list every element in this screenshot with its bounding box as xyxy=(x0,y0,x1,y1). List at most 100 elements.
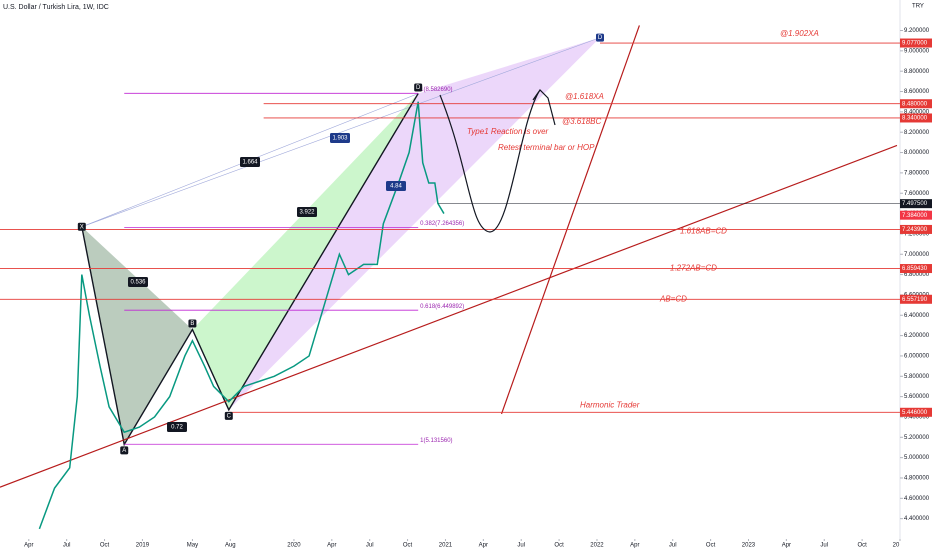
point-label: X xyxy=(80,224,84,230)
y-tick-label: 7.600000 xyxy=(904,191,930,197)
point-chip xyxy=(224,411,233,420)
y-tick-label: 9.200000 xyxy=(904,28,930,34)
y-tick-label: 6.800000 xyxy=(904,272,930,278)
x-tick-label: 2020 xyxy=(287,543,301,549)
trend-line xyxy=(500,25,640,415)
y-tick-label: 8.400000 xyxy=(904,109,930,115)
point-label: A xyxy=(122,448,126,454)
ratio-chip xyxy=(297,207,317,217)
level-chip-label: 7.243900 xyxy=(902,227,928,233)
level-name: @1.902XA xyxy=(780,29,819,38)
point-label: C xyxy=(227,413,232,419)
bcd-triangle xyxy=(192,93,419,410)
x-tick-label: Jul xyxy=(63,543,71,549)
ratio-label: 1.664 xyxy=(242,160,258,166)
ratio-label: 3.922 xyxy=(299,210,315,216)
x-tick-label: 20 xyxy=(893,543,900,549)
point-label: D xyxy=(598,35,603,41)
x-tick-label: Jul xyxy=(366,543,374,549)
currency: TRY xyxy=(912,4,924,10)
level-chip xyxy=(900,199,932,209)
x-tick-label: May xyxy=(187,543,198,549)
level-chip-label: 7.497500 xyxy=(902,201,928,207)
level-name: 1.618AB=CD xyxy=(680,227,727,236)
x-tick-label: Oct xyxy=(857,543,867,549)
layer: 4.400000 4.600000 4.800000 5.000000 5.200000… xyxy=(0,25,932,549)
x-tick-label: Oct xyxy=(706,543,716,549)
x-tick-label: Jul xyxy=(669,543,677,549)
level-chip xyxy=(900,113,932,123)
x-tick-label: 2022 xyxy=(590,543,604,549)
chart-title: U.S. Dollar / Turkish Lira, 1W, IDC xyxy=(3,4,109,11)
x-tick-label: 2023 xyxy=(742,543,756,549)
y-tick-label: 6.400000 xyxy=(904,313,930,319)
ratio-label: 4.84 xyxy=(390,184,402,190)
y-tick-label: 5.600000 xyxy=(904,394,930,400)
y-tick-label: 7.000000 xyxy=(904,252,930,258)
pattern-legs xyxy=(81,93,419,447)
y-tick-label: 5.200000 xyxy=(904,435,930,441)
ratio-chip xyxy=(128,277,148,287)
y-tick-label: 4.400000 xyxy=(904,516,930,522)
x-tick-label: 2021 xyxy=(439,543,453,549)
level-chip xyxy=(900,264,932,274)
level-chip xyxy=(900,210,932,220)
x-tick-label: Apr xyxy=(782,543,791,549)
note: Retest terminal bar or HOP xyxy=(498,143,595,152)
y-tick-label: 8.200000 xyxy=(904,130,930,136)
ratio-label: 0.72 xyxy=(171,425,183,431)
level-name: AB=CD xyxy=(659,294,687,303)
x-tick-label: Apr xyxy=(24,543,33,549)
level-chip-label: 6.557190 xyxy=(902,297,928,303)
y-tick-label: 4.600000 xyxy=(904,496,930,502)
level-chip-label: 8.480000 xyxy=(902,101,928,107)
point-chip xyxy=(188,319,197,328)
price-line xyxy=(38,101,445,530)
projection-curve xyxy=(439,89,556,233)
x-tick-label: Jul xyxy=(517,543,525,549)
ratio-label: 1.903 xyxy=(332,136,348,142)
trend-line xyxy=(0,144,898,488)
cd-channel xyxy=(228,37,600,410)
y-tick-label: 5.000000 xyxy=(904,455,930,461)
x-tick-label: Oct xyxy=(100,543,110,549)
point-chip xyxy=(120,446,129,455)
level-chip-label: 6.859430 xyxy=(902,266,928,272)
level-chip-label: 7.384000 xyxy=(902,213,928,219)
y-tick-label: 8.000000 xyxy=(904,150,930,156)
point-chip xyxy=(414,83,423,92)
x-tick-label: Oct xyxy=(554,543,564,549)
level-chip xyxy=(900,224,932,234)
point-label: D xyxy=(416,85,421,91)
y-tick-label: 7.800000 xyxy=(904,170,930,176)
point-chip xyxy=(77,222,86,231)
y-tick-label: 6.000000 xyxy=(904,354,930,360)
level-chip-label: 8.340000 xyxy=(902,116,928,122)
fib-label: 0.618(6.449892) xyxy=(420,304,464,310)
y-tick-label: 8.600000 xyxy=(904,89,930,95)
level-name: 1.272AB=CD xyxy=(670,264,717,273)
level-chip xyxy=(900,99,932,109)
xd-line xyxy=(81,37,601,228)
ratio-chip xyxy=(240,157,260,167)
y-tick-label: 7.200000 xyxy=(904,231,930,237)
x-tick-label: Aug xyxy=(225,543,236,549)
point-chip xyxy=(596,33,604,42)
y-tick-label: 5.400000 xyxy=(904,415,930,421)
x-tick-label: Apr xyxy=(630,543,639,549)
ratio-chip xyxy=(386,181,406,191)
x-tick-label: 2019 xyxy=(136,543,150,549)
ratio-label: 0.536 xyxy=(130,280,146,286)
x-tick-label: Apr xyxy=(327,543,336,549)
fib-label: 0.382(7.264356) xyxy=(420,221,464,227)
level-chip xyxy=(900,407,932,417)
y-tick-label: 4.800000 xyxy=(904,476,930,482)
x-tick-label: Jul xyxy=(820,543,828,549)
level-chip xyxy=(900,38,932,48)
y-tick-label: 6.200000 xyxy=(904,333,930,339)
point-label: B xyxy=(190,321,194,327)
y-tick-label: 5.800000 xyxy=(904,374,930,380)
